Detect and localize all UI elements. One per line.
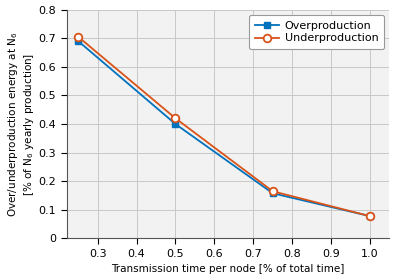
Underproduction [76,35,81,38]
Y-axis label: Over/underproduction energy at N$_6$
[% of N$_6$ yearly production]: Over/underproduction energy at N$_6$ [% … [6,31,36,217]
Overproduction [173,122,178,126]
Overproduction [270,192,275,195]
Line: Overproduction: Overproduction [75,38,373,220]
Underproduction [173,116,178,120]
Line: Underproduction: Underproduction [74,33,374,220]
Overproduction [368,214,372,218]
X-axis label: Transmission time per node [% of total time]: Transmission time per node [% of total t… [111,264,345,274]
Underproduction [270,190,275,193]
Legend: Overproduction, Underproduction: Overproduction, Underproduction [249,15,384,49]
Underproduction [368,214,372,218]
Overproduction [76,39,81,43]
